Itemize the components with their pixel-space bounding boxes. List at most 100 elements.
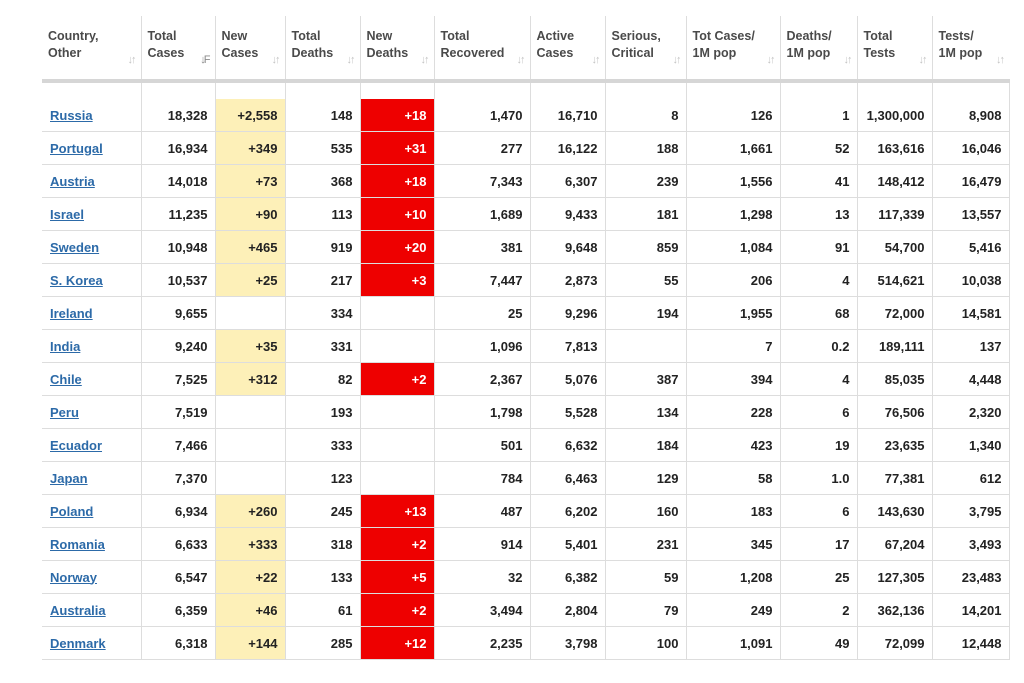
country-link[interactable]: Peru	[50, 404, 79, 420]
table-row: Ireland 9,655 334 25 9,296 194 1,955 68 72,000 14…	[42, 296, 1010, 330]
country-link[interactable]: India	[50, 338, 81, 354]
cell-active-cases: 9,648	[530, 230, 606, 264]
country-link[interactable]: Austria	[50, 173, 95, 189]
cell-total-deaths: 193	[285, 395, 361, 429]
col-header-serious-critical[interactable]: Serious, Critical ↓↑	[605, 16, 687, 83]
country-link[interactable]: Ecuador	[50, 437, 103, 453]
cell-tests-per-million: 612	[932, 461, 1010, 495]
cell-country: Sweden	[42, 230, 142, 264]
country-link[interactable]: Russia	[50, 107, 93, 123]
cell-active-cases: 5,528	[530, 395, 606, 429]
col-header-total-cases[interactable]: Total Cases ↓F	[141, 16, 216, 83]
cell-active-cases: 6,202	[530, 494, 606, 528]
table-row: Japan 7,370 123 784 6,463 129 58 1.0 77,381 612	[42, 461, 1010, 495]
cell-new-deaths: +18	[360, 99, 435, 132]
cell-new-cases: +73	[215, 164, 286, 198]
cell-country: Israel	[42, 197, 142, 231]
cell-total-cases: 6,547	[141, 560, 216, 594]
cell-country: Austria	[42, 164, 142, 198]
col-header-tests-per-million[interactable]: Tests/1M pop ↓↑	[932, 16, 1009, 83]
cell-serious-critical: 59	[605, 560, 687, 594]
cell-active-cases: 9,296	[530, 296, 606, 330]
cell-total-deaths: 285	[285, 626, 361, 660]
covid-stats-table: Country, Other ↓↑ Total Cases ↓F New Cases ↓↑ …	[42, 16, 1010, 660]
table-row: Austria 14,018 +73 368 +18 7,343 6,307 239 1,556…	[42, 164, 1010, 198]
country-link[interactable]: Chile	[50, 371, 82, 387]
country-link[interactable]: Australia	[50, 602, 106, 618]
sort-icon[interactable]: ↓↑	[843, 54, 853, 66]
cell-total-deaths: 318	[285, 527, 361, 561]
cell-new-deaths: +31	[360, 131, 435, 165]
cell-active-cases: 5,076	[530, 362, 606, 396]
country-link[interactable]: Poland	[50, 503, 94, 519]
cell-country: Ecuador	[42, 428, 142, 462]
cell-new-deaths: +5	[360, 560, 435, 594]
cell-country: Chile	[42, 362, 142, 396]
country-link[interactable]: Japan	[50, 470, 88, 486]
table-row: Denmark 6,318 +144 285 +12 2,235 3,798 100 1,091…	[42, 626, 1010, 660]
sort-icon[interactable]: ↓↑	[420, 54, 430, 66]
cell-new-cases	[215, 296, 286, 330]
cell-cases-per-million: 126	[686, 99, 781, 132]
country-link[interactable]: Norway	[50, 569, 97, 585]
col-header-total-deaths[interactable]: Total Deaths ↓↑	[285, 16, 361, 83]
sort-icon[interactable]: ↓↑	[591, 54, 601, 66]
col-header-total-recovered[interactable]: Total Recovered ↓↑	[434, 16, 531, 83]
col-header-total-tests[interactable]: Total Tests ↓↑	[857, 16, 933, 83]
country-link[interactable]: Ireland	[50, 305, 93, 321]
cell-active-cases: 6,382	[530, 560, 606, 594]
sort-icon[interactable]: ↓↑	[918, 54, 928, 66]
cell-country: S. Korea	[42, 263, 142, 297]
cell-cases-per-million: 58	[686, 461, 781, 495]
cell-cases-per-million: 345	[686, 527, 781, 561]
cell-total-tests: 23,635	[857, 428, 933, 462]
cell-total-cases: 18,328	[141, 99, 216, 132]
country-link[interactable]: S. Korea	[50, 272, 103, 288]
country-link[interactable]: Sweden	[50, 239, 100, 255]
country-link[interactable]: Portugal	[50, 140, 103, 156]
cell-serious-critical: 8	[605, 99, 687, 132]
table-row: Australia 6,359 +46 61 +2 3,494 2,804 79 249 2 362…	[42, 593, 1010, 627]
col-header-new-cases[interactable]: New Cases ↓↑	[215, 16, 286, 83]
sort-icon[interactable]: ↓F	[200, 54, 210, 66]
cell-deaths-per-million: 25	[780, 560, 858, 594]
cell-country: Russia	[42, 99, 142, 132]
sort-icon[interactable]: ↓↑	[271, 54, 281, 66]
cell-new-deaths: +13	[360, 494, 435, 528]
cell-total-cases: 16,934	[141, 131, 216, 165]
cell-active-cases: 2,804	[530, 593, 606, 627]
cell-cases-per-million: 1,556	[686, 164, 781, 198]
col-header-country[interactable]: Country, Other ↓↑	[42, 16, 142, 83]
cell-cases-per-million: 1,955	[686, 296, 781, 330]
cell-serious-critical: 194	[605, 296, 687, 330]
cell-tests-per-million: 13,557	[932, 197, 1010, 231]
sort-icon[interactable]: ↓↑	[516, 54, 526, 66]
cell-new-deaths: +2	[360, 362, 435, 396]
cell-total-recovered: 7,343	[434, 164, 531, 198]
sort-icon[interactable]: ↓↑	[996, 54, 1005, 66]
col-header-active-cases[interactable]: Active Cases ↓↑	[530, 16, 606, 83]
cell-total-tests: 148,412	[857, 164, 933, 198]
cell-total-cases: 6,318	[141, 626, 216, 660]
cell-active-cases: 3,798	[530, 626, 606, 660]
country-link[interactable]: Israel	[50, 206, 84, 222]
sort-icon[interactable]: ↓↑	[766, 54, 776, 66]
cell-total-deaths: 333	[285, 428, 361, 462]
col-header-new-deaths[interactable]: New Deaths ↓↑	[360, 16, 435, 83]
cell-total-recovered: 784	[434, 461, 531, 495]
table-row: Russia 18,328 +2,558 148 +18 1,470 16,710 8 126 1…	[42, 99, 1010, 132]
country-link[interactable]: Denmark	[50, 635, 106, 651]
cell-deaths-per-million: 6	[780, 395, 858, 429]
col-header-cases-per-million[interactable]: Tot Cases/1M pop ↓↑	[686, 16, 781, 83]
cell-new-deaths	[360, 428, 435, 462]
sort-icon[interactable]: ↓↑	[346, 54, 356, 66]
cell-serious-critical: 387	[605, 362, 687, 396]
country-link[interactable]: Romania	[50, 536, 105, 552]
cell-total-cases: 14,018	[141, 164, 216, 198]
col-header-deaths-per-million[interactable]: Deaths/1M pop ↓↑	[780, 16, 858, 83]
cell-serious-critical: 188	[605, 131, 687, 165]
sort-icon[interactable]: ↓↑	[127, 54, 137, 66]
sort-icon[interactable]: ↓↑	[672, 54, 682, 66]
table-row: Norway 6,547 +22 133 +5 32 6,382 59 1,208 25 127,3…	[42, 560, 1010, 594]
cell-total-recovered: 487	[434, 494, 531, 528]
